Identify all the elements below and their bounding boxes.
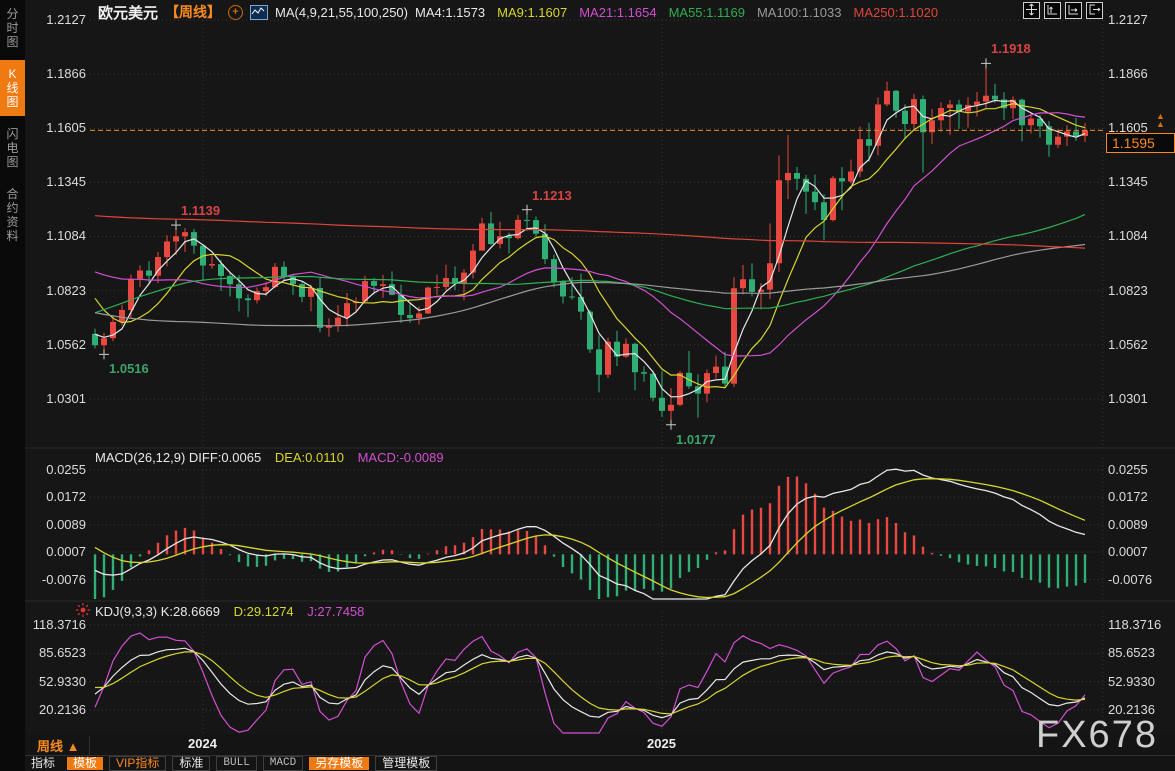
current-price-tag: 1.1595 (1106, 133, 1175, 153)
axis-label: 0.0172 (46, 489, 86, 505)
ma-value: MA21:1.1654 (579, 4, 657, 20)
price-marker-icon: ▲ ▲ (1156, 111, 1165, 129)
extreme-price-annotation: 1.0516 (109, 361, 149, 377)
bottom-tab-bar: 指标 模板 VIP指标 标准 BULL MACD 另存模板 管理模板 (0, 755, 1175, 771)
axis-label: 0.0255 (46, 461, 86, 477)
axis-label: -0.0076 (41, 571, 86, 587)
watermark: FX678 (1036, 714, 1158, 756)
x-axis-strip: 周线 ▲ 2024 2025 (25, 734, 1175, 755)
axis-label: 1.1605 (1108, 120, 1148, 136)
sidebar-item-contract-info[interactable]: 合约资料 (6, 187, 19, 243)
extreme-price-annotation: 1.1918 (991, 41, 1031, 57)
tab-bull[interactable]: BULL (216, 756, 257, 771)
axis-label: 1.1345 (46, 174, 86, 190)
axis-label: 0.0255 (1108, 461, 1148, 477)
axis-label: -0.0076 (1108, 571, 1153, 587)
axis-label: 118.3716 (32, 617, 86, 632)
tab-macd[interactable]: MACD (262, 756, 304, 771)
sidebar-item-kline[interactable]: K线图 (0, 60, 25, 116)
year-label: 2025 (647, 736, 676, 751)
tab-indicators[interactable]: 指标 (31, 756, 56, 770)
axis-label: 1.1866 (1108, 66, 1148, 82)
chart-type-icon[interactable] (250, 4, 269, 20)
tab-templates[interactable]: 模板 (67, 757, 104, 770)
extreme-price-annotation: 1.1139 (181, 203, 221, 219)
axis-label: 0.0172 (1108, 489, 1148, 505)
ma-value: MA100:1.1033 (756, 4, 842, 20)
tab-save-template[interactable]: 另存模板 (309, 757, 370, 770)
ma-values: MA4:1.1573 MA9:1.1607 MA21:1.1654 MA55:1.11… (415, 5, 938, 20)
add-circle-icon[interactable]: + (228, 4, 244, 20)
pan-icon[interactable] (1023, 2, 1040, 19)
ma-settings-label: MA(4,9,21,55,100,250) (275, 4, 408, 20)
axis-label: 1.0823 (1108, 282, 1148, 298)
chart-header: 欧元美元 【周线】 + MA(4,9,21,55,100,250) MA4:1.… (98, 2, 938, 22)
axis-label: 0.0089 (46, 516, 86, 532)
axis-label: 1.0562 (1108, 336, 1148, 352)
x-axis-scale-icon[interactable] (1065, 2, 1082, 19)
axis-label: 85.6523 (39, 645, 86, 661)
axis-label: 1.1345 (1108, 174, 1148, 190)
extreme-price-annotation: 1.1213 (532, 187, 572, 203)
sidebar-item-timeshare[interactable]: 分时图 (6, 7, 19, 49)
tab-standard[interactable]: 标准 (172, 756, 211, 771)
symbol-title: 欧元美元 (98, 4, 159, 22)
tab-vip-indicators[interactable]: VIP指标 (109, 756, 167, 771)
axis-label: 0.0007 (1108, 544, 1148, 559)
sidebar-item-lightning[interactable]: 闪电图 (6, 127, 19, 169)
axis-label: 1.2127 (1108, 12, 1148, 27)
tab-manage-templates[interactable]: 管理模板 (375, 756, 438, 771)
period-tag: 【周线】 (165, 4, 222, 20)
axis-label: 0.0007 (46, 544, 86, 559)
axis-label: 1.1866 (46, 66, 86, 82)
axis-label: 1.0823 (46, 282, 86, 298)
axis-label: 1.1084 (1108, 228, 1148, 244)
chart-toolbar (1023, 2, 1103, 19)
axis-label: 20.2136 (39, 702, 86, 717)
axis-label: 52.9330 (39, 673, 86, 689)
axis-label: 1.2127 (46, 12, 86, 27)
indicator-alert-icon[interactable] (75, 602, 91, 618)
axis-label: 52.9330 (1108, 673, 1155, 689)
macd-header: MACD(26,12,9) DIFF:0.0065 DEA:0.0110 MAC… (95, 450, 444, 465)
axis-label: 118.3716 (1108, 617, 1162, 632)
axis-label: 1.0301 (1108, 391, 1148, 406)
y-axis-scale-icon[interactable] (1044, 2, 1061, 19)
axis-label: 1.0562 (46, 336, 86, 352)
kdj-header: KDJ(9,3,3) K:28.6669 D:29.1274 J:27.7458 (95, 604, 365, 619)
extreme-price-annotation: 1.0177 (676, 431, 716, 447)
axis-label: 20.2136 (1108, 702, 1155, 717)
axis-label: 0.0089 (1108, 516, 1148, 532)
axis-label: 1.0301 (46, 391, 86, 406)
ma-value: MA55:1.1169 (668, 4, 745, 20)
axis-label: 1.1605 (46, 120, 86, 136)
exit-right-icon[interactable] (1086, 2, 1103, 19)
ma-value: MA9:1.1607 (497, 4, 568, 20)
axis-label: 1.1084 (46, 228, 86, 244)
year-label: 2024 (188, 736, 217, 751)
ma-value: MA250:1.1020 (853, 4, 939, 20)
sidebar: 分时图 K线图 闪电图 合约资料 (0, 0, 25, 771)
axis-label: 85.6523 (1108, 645, 1155, 661)
period-selector[interactable]: 周线 ▲ (33, 736, 91, 755)
ma-value: MA4:1.1573 (415, 4, 486, 20)
